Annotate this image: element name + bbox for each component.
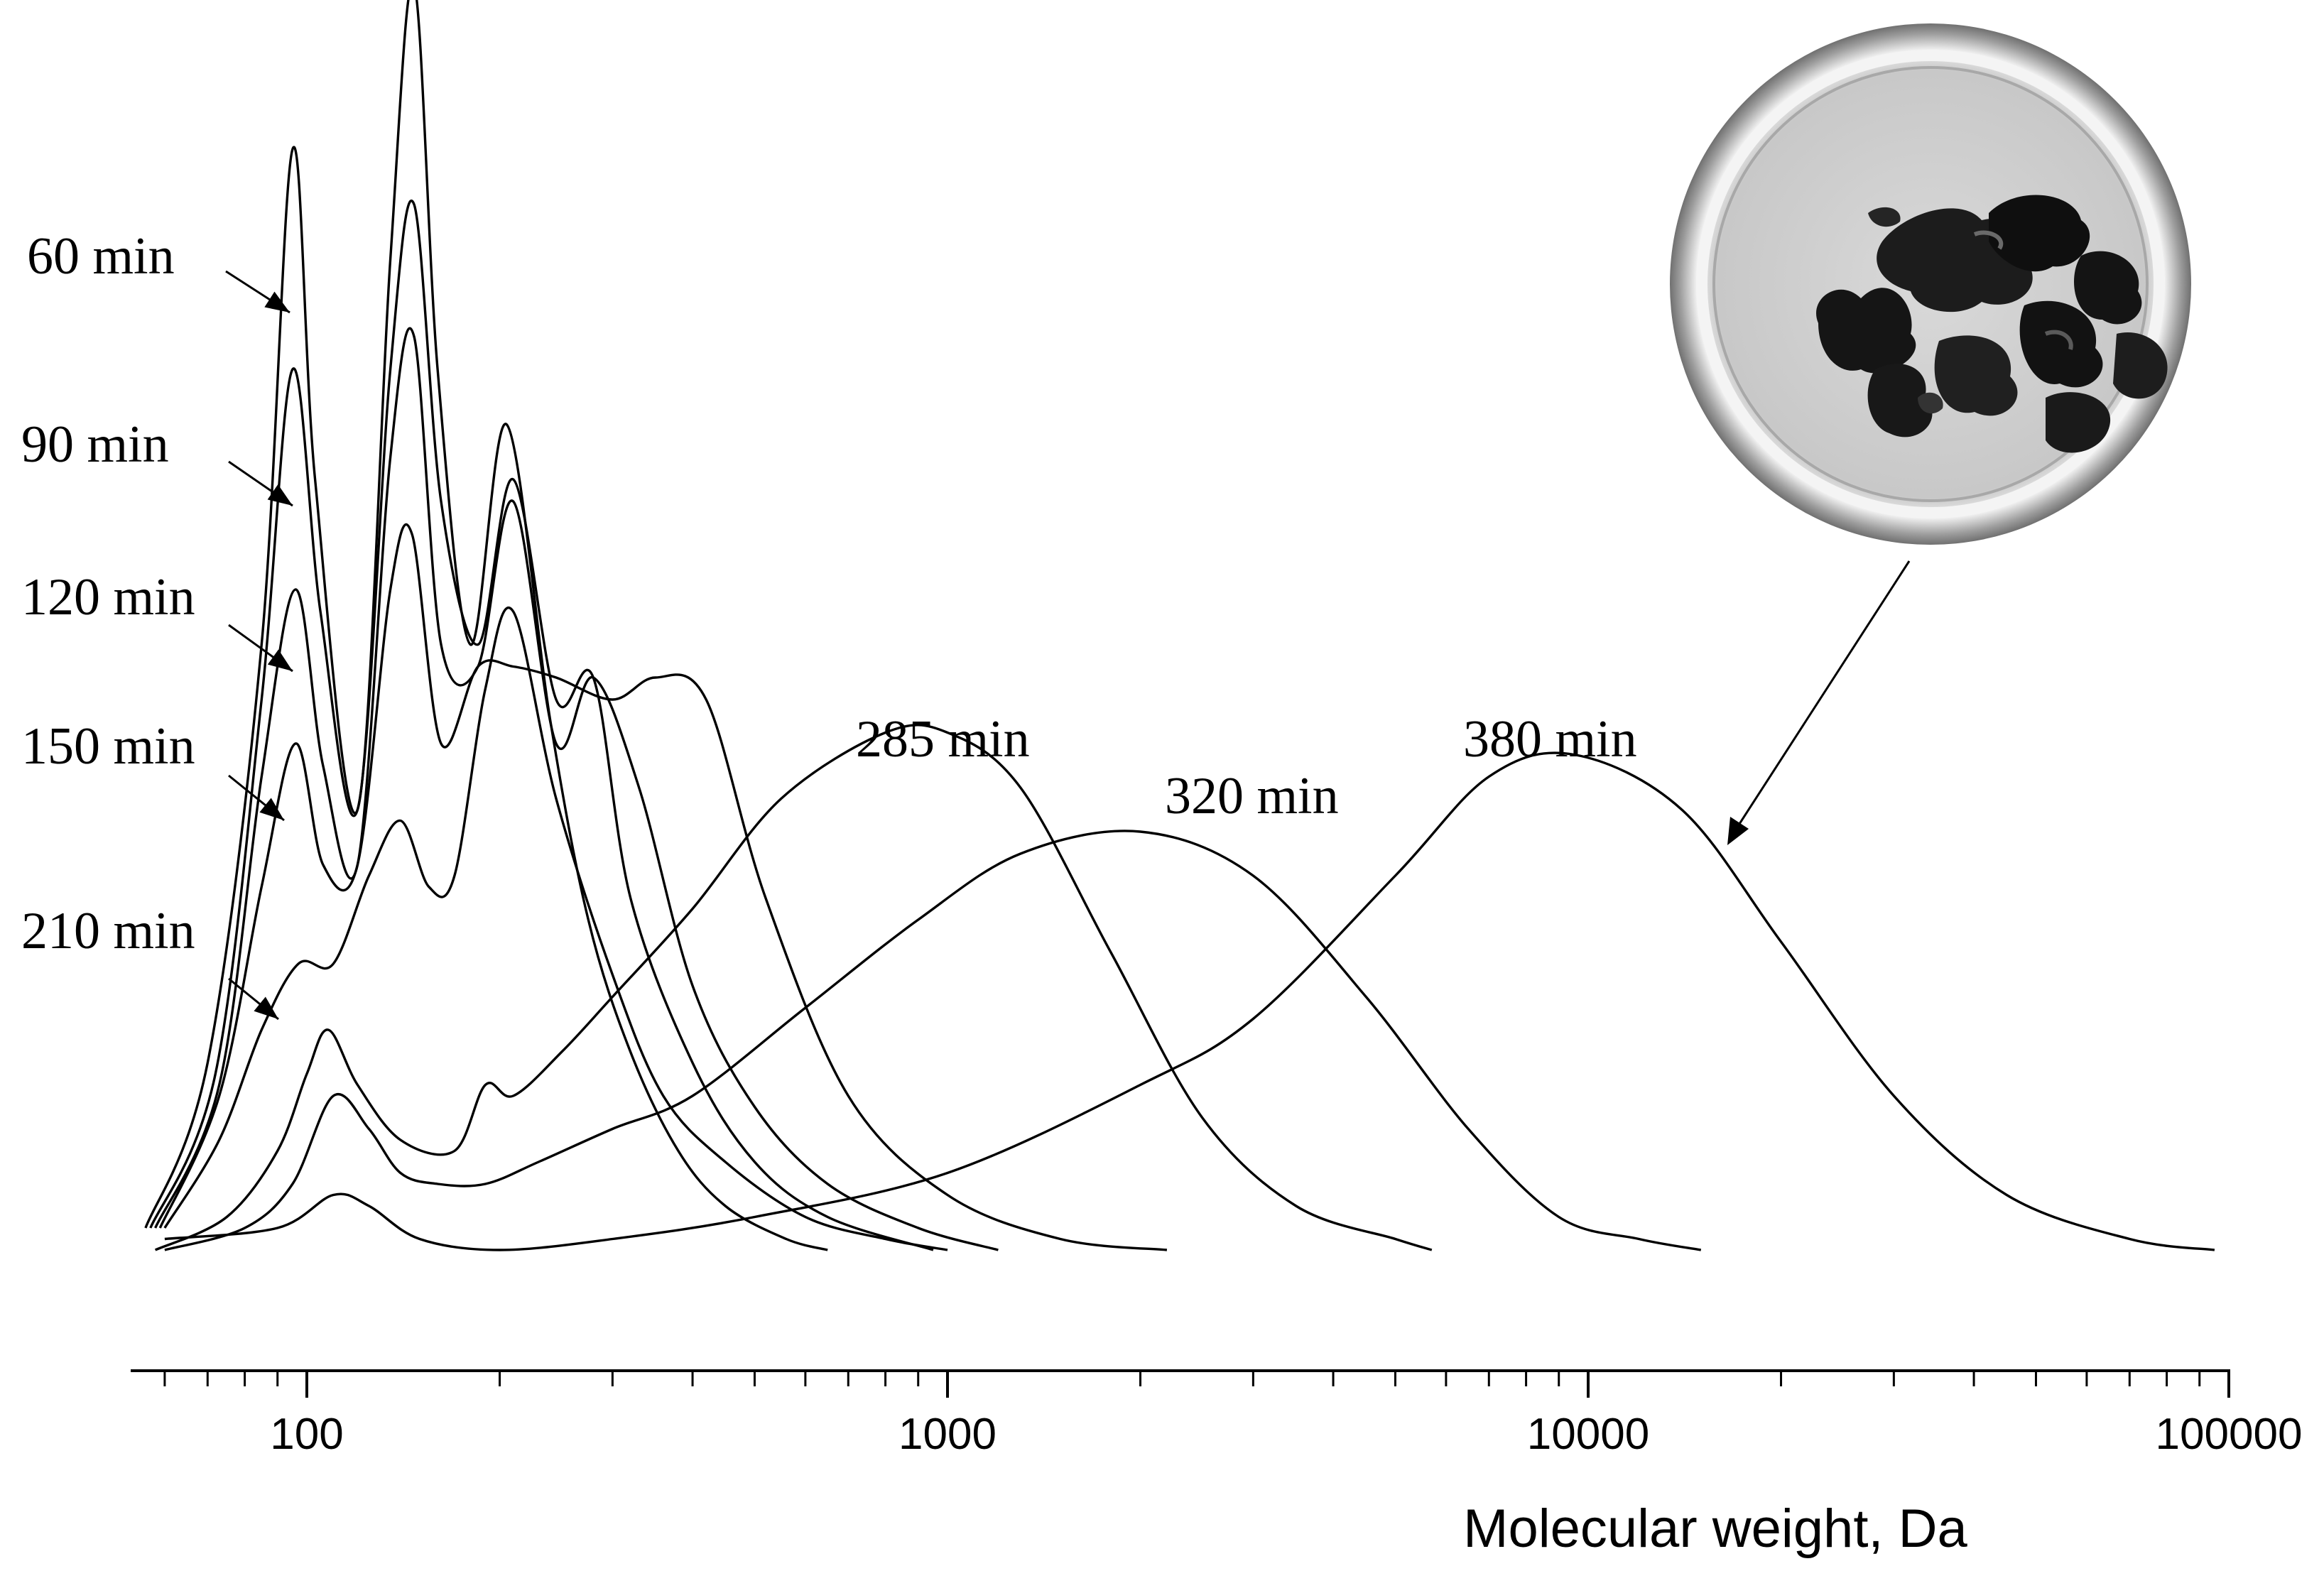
x-tick-label: 1000 [898,1410,997,1459]
trace-60-min [144,0,828,1251]
petri-dish-photo [1670,23,2191,545]
leader-arrowhead-90-min [267,484,293,506]
label-120-min: 120 min [21,568,195,626]
label-210-min: 210 min [21,902,195,960]
label-90-min: 90 min [21,415,169,474]
leader-arrowhead-60-min [264,291,290,312]
x-axis-title: Molecular weight, Da [1463,1499,1967,1559]
curve-labels: 60 min 90 min 120 min 150 min 210 min 285 min… [21,227,1637,1021]
trace-210-min [163,606,948,1251]
trace-150-min [158,523,1168,1251]
label-380-min: 380 min [1463,710,1637,768]
x-tick-label: 10000 [1527,1410,1649,1459]
x-axis-tick-labels: 100 1000 10000 100000 [270,1410,2302,1459]
trace-320-min [164,830,1702,1251]
x-tick-label: 100000 [2156,1410,2303,1459]
label-285-min: 285 min [856,710,1030,768]
label-150-min: 150 min [21,717,195,776]
photo-pointer-arrow [1727,560,1911,845]
leader-arrowhead-210-min [254,996,278,1019]
x-axis-ticks [163,1371,2230,1398]
trace-380-min [164,751,2215,1251]
leader-arrowhead-150-min [259,798,284,820]
label-60-min: 60 min [27,227,175,286]
x-axis: 100 1000 10000 100000 Molecular weight, Da [131,1369,2302,1559]
label-320-min: 320 min [1165,767,1339,825]
chromatogram-traces [144,0,2215,1251]
trace-285-min [154,724,1433,1251]
leader-arrowhead-120-min [267,649,293,671]
x-tick-label: 100 [270,1410,343,1459]
trace-120-min [154,327,999,1251]
